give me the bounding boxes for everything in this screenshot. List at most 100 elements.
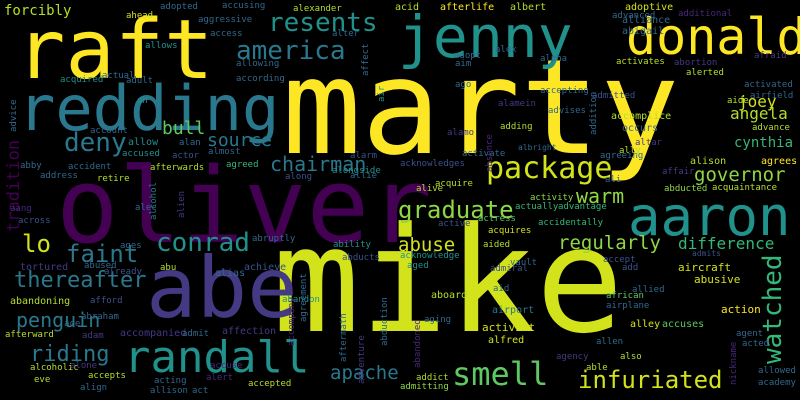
word: afterwards xyxy=(150,163,205,173)
word: also xyxy=(620,352,642,362)
word: eve xyxy=(34,375,51,385)
word: accompany xyxy=(287,297,297,346)
word: aaron xyxy=(628,185,791,248)
word: afford xyxy=(90,296,123,306)
word: alpha xyxy=(540,54,568,64)
word: airplane xyxy=(606,301,650,311)
word: lo xyxy=(22,230,51,258)
word: allen xyxy=(596,337,624,347)
word: penguin xyxy=(16,308,101,332)
word: donald xyxy=(626,8,800,66)
word: alamo xyxy=(447,128,475,138)
word: ages xyxy=(120,241,142,251)
word: acting xyxy=(154,376,187,386)
word: agreeing xyxy=(600,151,644,161)
word: acquire xyxy=(435,179,473,189)
word: allied xyxy=(632,285,665,295)
word: abused xyxy=(84,261,117,271)
word: already xyxy=(104,267,142,277)
word: adding xyxy=(500,122,533,132)
word: admit xyxy=(182,329,210,339)
word: ally xyxy=(619,146,641,156)
word: warm xyxy=(576,184,625,208)
word: alarm xyxy=(350,151,378,161)
word: aided xyxy=(483,240,511,250)
word: aboard xyxy=(431,290,468,301)
word: altar xyxy=(635,138,663,148)
word: according xyxy=(236,74,285,84)
word: abuse xyxy=(398,234,456,256)
word: accepting xyxy=(540,86,589,96)
word: account xyxy=(90,126,128,136)
word: activate xyxy=(462,149,506,159)
word: admiral xyxy=(490,264,528,274)
word: ahead xyxy=(126,11,154,21)
word: oliver xyxy=(56,145,432,267)
word: forcibly xyxy=(4,3,72,19)
word: abandoning xyxy=(10,296,71,307)
word: afraid xyxy=(754,51,787,61)
word: package xyxy=(486,151,613,186)
word: acid xyxy=(395,2,420,13)
word: actual xyxy=(102,71,135,81)
word: adult xyxy=(126,76,154,86)
word: affection xyxy=(222,326,277,337)
word: alfred xyxy=(488,335,525,346)
word: aggressive xyxy=(198,15,253,25)
word: redding xyxy=(18,72,280,145)
word: alison xyxy=(690,156,727,167)
word: apache xyxy=(330,362,399,384)
word: ali xyxy=(605,175,622,185)
word: abraham xyxy=(81,312,119,322)
word: alone xyxy=(70,361,98,371)
word: activity xyxy=(530,193,574,203)
word: alcoholic xyxy=(30,363,79,373)
word: aftermath xyxy=(339,313,349,362)
word: accompanied xyxy=(120,328,187,339)
word: thereafter xyxy=(14,268,147,293)
word: alec xyxy=(135,203,157,213)
word: aide xyxy=(727,96,749,106)
word: addict xyxy=(416,373,449,383)
word: alliance xyxy=(622,15,671,26)
word: allie xyxy=(350,171,378,181)
word: allow xyxy=(128,137,159,148)
word: accuses xyxy=(662,319,705,330)
word: advance xyxy=(752,123,790,133)
word: addition xyxy=(589,91,599,135)
word: aircraft xyxy=(678,261,731,274)
word: admitting xyxy=(400,382,449,392)
word: accidentally xyxy=(538,218,604,228)
word: able xyxy=(586,363,608,373)
word: albright xyxy=(518,143,557,152)
word: albert xyxy=(510,2,547,13)
word: raft xyxy=(16,3,214,98)
word: actress xyxy=(478,214,516,224)
word: act xyxy=(192,386,209,396)
word: acquires xyxy=(488,226,532,236)
word: accusing xyxy=(222,1,266,11)
word: academy xyxy=(758,378,796,388)
word: allowing xyxy=(236,59,280,69)
word: actually xyxy=(515,202,559,212)
word: abducted xyxy=(664,184,708,194)
word: graduate xyxy=(398,196,514,224)
word: afterward xyxy=(5,330,54,340)
word: tortured xyxy=(20,262,69,273)
word: alongside xyxy=(332,166,381,176)
word: along xyxy=(285,172,313,182)
word: ah xyxy=(137,96,148,106)
word: adoptive xyxy=(625,2,674,13)
word: alex xyxy=(495,45,517,55)
word: activated xyxy=(744,80,793,90)
word: infuriated xyxy=(578,366,723,394)
word: almost xyxy=(208,147,241,157)
word: afterlife xyxy=(440,2,495,13)
word: acquired xyxy=(60,75,104,85)
word: aang xyxy=(10,204,32,214)
word: abortion xyxy=(674,58,718,68)
word: agency xyxy=(556,352,589,362)
word: aid xyxy=(493,284,510,294)
word: activates xyxy=(616,57,665,67)
